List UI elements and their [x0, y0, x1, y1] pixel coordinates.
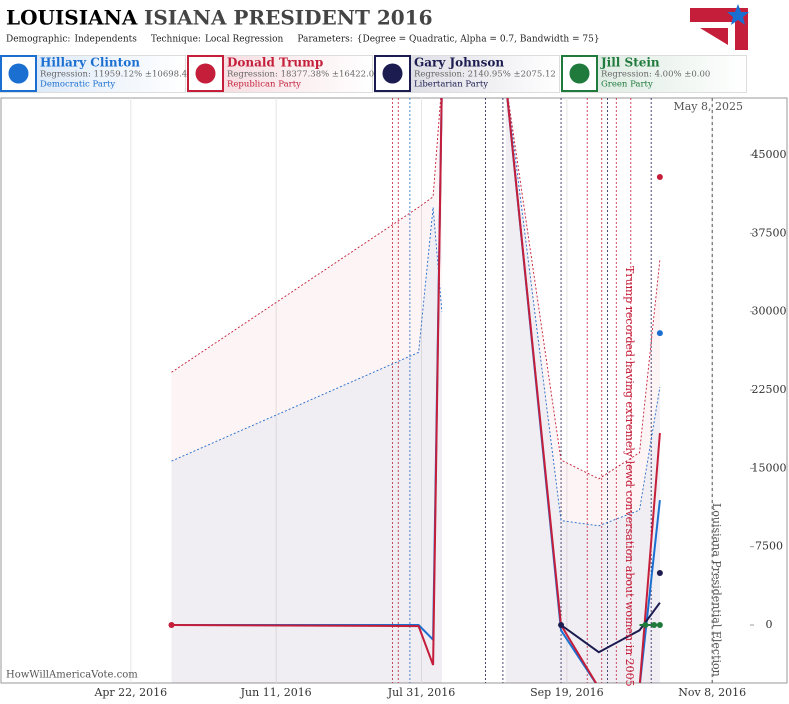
title-rest: ISIANA PRESIDENT 2016 [144, 6, 433, 30]
data-point [558, 622, 565, 629]
legend-party: Democratic Party [40, 80, 115, 90]
data-point [642, 622, 649, 629]
legend-icon [561, 55, 598, 92]
subtitle-label: Parameters: [297, 35, 352, 45]
plot-frame [0, 97, 788, 684]
subtitle-value: Independents [74, 35, 137, 45]
data-point [168, 622, 175, 629]
legend-regression: Regression: 2140.95% ±2075.12 [414, 70, 556, 80]
plot-area [130, 98, 713, 683]
confidence-area [171, 98, 660, 683]
subtitle-value: Local Regression [205, 35, 284, 45]
data-point [656, 570, 663, 577]
y-tick-label: 0 [766, 618, 773, 631]
series-line [560, 602, 661, 654]
title-main: LOUISIANA [6, 6, 138, 30]
y-tick-label: 30000 [752, 305, 787, 318]
confidence-upper [171, 98, 661, 527]
legend-regression: Regression: 18377.38% ±16422.09 [227, 70, 380, 80]
series-line [171, 98, 661, 683]
annotation: Louisiana Presidential Election [710, 503, 723, 677]
logo [690, 4, 749, 50]
legend-name: Gary Johnson [414, 56, 504, 70]
legend-icon-glyph [569, 63, 590, 84]
x-tick-label: Sep 19, 2016 [530, 686, 604, 699]
confidence-upper [171, 98, 661, 480]
legend-party: Libertarian Party [414, 80, 488, 90]
y-tick-label: 37500 [752, 226, 787, 239]
x-tick-label: Apr 22, 2016 [93, 686, 167, 699]
legend-name: Jill Stein [600, 56, 660, 70]
legend-icon-glyph [8, 63, 29, 84]
y-tick-label: 45000 [752, 148, 787, 161]
annotation: Trump recorded having extremely lewd con… [623, 266, 636, 687]
x-tick-label: Nov 8, 2016 [678, 686, 746, 699]
x-tick-label: Jun 11, 2016 [240, 686, 312, 699]
confidence-area [171, 98, 660, 683]
data-point [656, 330, 663, 337]
source: HowWillAmericaVote.com [6, 670, 138, 681]
x-tick-label: Jul 31, 2016 [387, 686, 456, 699]
data-point [656, 622, 663, 629]
y-tick-label: 7500 [755, 540, 783, 553]
legend-icon-glyph [195, 63, 216, 84]
legend-regression: Regression: 11959.12% ±10698.49 [40, 70, 193, 80]
data-point [651, 622, 658, 629]
legend-regression: Regression: 4.00% ±0.00 [601, 70, 710, 80]
legend-party: Green Party [601, 80, 653, 90]
subtitle-value: {Degree = Quadratic, Alpha = 0.7, Bandwi… [357, 35, 600, 45]
data-point [656, 173, 663, 180]
subtitle-label: Demographic: [6, 35, 70, 45]
date-stamp: May 8, 2025 [673, 100, 743, 113]
legend-party: Republican Party [227, 80, 301, 90]
y-tick-label: 15000 [752, 461, 787, 474]
legend-name: Hillary Clinton [40, 56, 140, 70]
subtitle-label: Technique: [151, 35, 201, 45]
legend-name: Donald Trump [227, 56, 323, 70]
y-tick-label: 22500 [752, 383, 787, 396]
legend-icon-glyph [382, 63, 403, 84]
